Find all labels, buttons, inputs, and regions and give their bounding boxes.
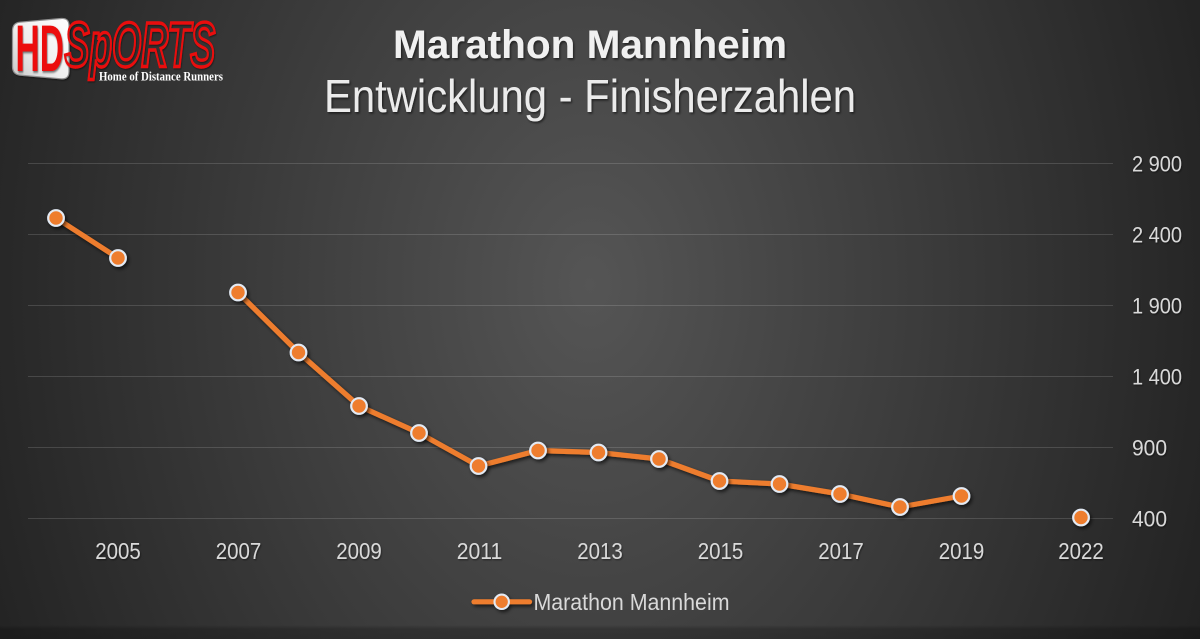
svg-text:2005: 2005 <box>95 538 141 564</box>
svg-text:Home of Distance Runners: Home of Distance Runners <box>99 69 223 84</box>
svg-text:Entwicklung - Finisherzahlen: Entwicklung - Finisherzahlen <box>324 70 856 122</box>
svg-text:1 400: 1 400 <box>1132 365 1182 390</box>
svg-text:900: 900 <box>1132 436 1167 461</box>
svg-text:Marathon Mannheim: Marathon Mannheim <box>393 23 787 67</box>
svg-text:2022: 2022 <box>1058 538 1104 564</box>
svg-text:2009: 2009 <box>336 538 382 564</box>
svg-text:SpORTS: SpORTS <box>65 11 216 81</box>
svg-text:400: 400 <box>1132 507 1167 532</box>
svg-text:2007: 2007 <box>216 538 262 564</box>
svg-text:1 900: 1 900 <box>1132 294 1182 319</box>
svg-text:2011: 2011 <box>457 538 503 564</box>
svg-text:HD: HD <box>16 13 64 86</box>
svg-text:2013: 2013 <box>577 538 623 564</box>
svg-text:2 400: 2 400 <box>1132 223 1182 248</box>
svg-text:Marathon Mannheim: Marathon Mannheim <box>534 589 730 615</box>
svg-text:2019: 2019 <box>939 538 985 564</box>
svg-text:2 900: 2 900 <box>1132 152 1182 177</box>
svg-text:2015: 2015 <box>698 538 744 564</box>
svg-text:2017: 2017 <box>818 538 864 564</box>
